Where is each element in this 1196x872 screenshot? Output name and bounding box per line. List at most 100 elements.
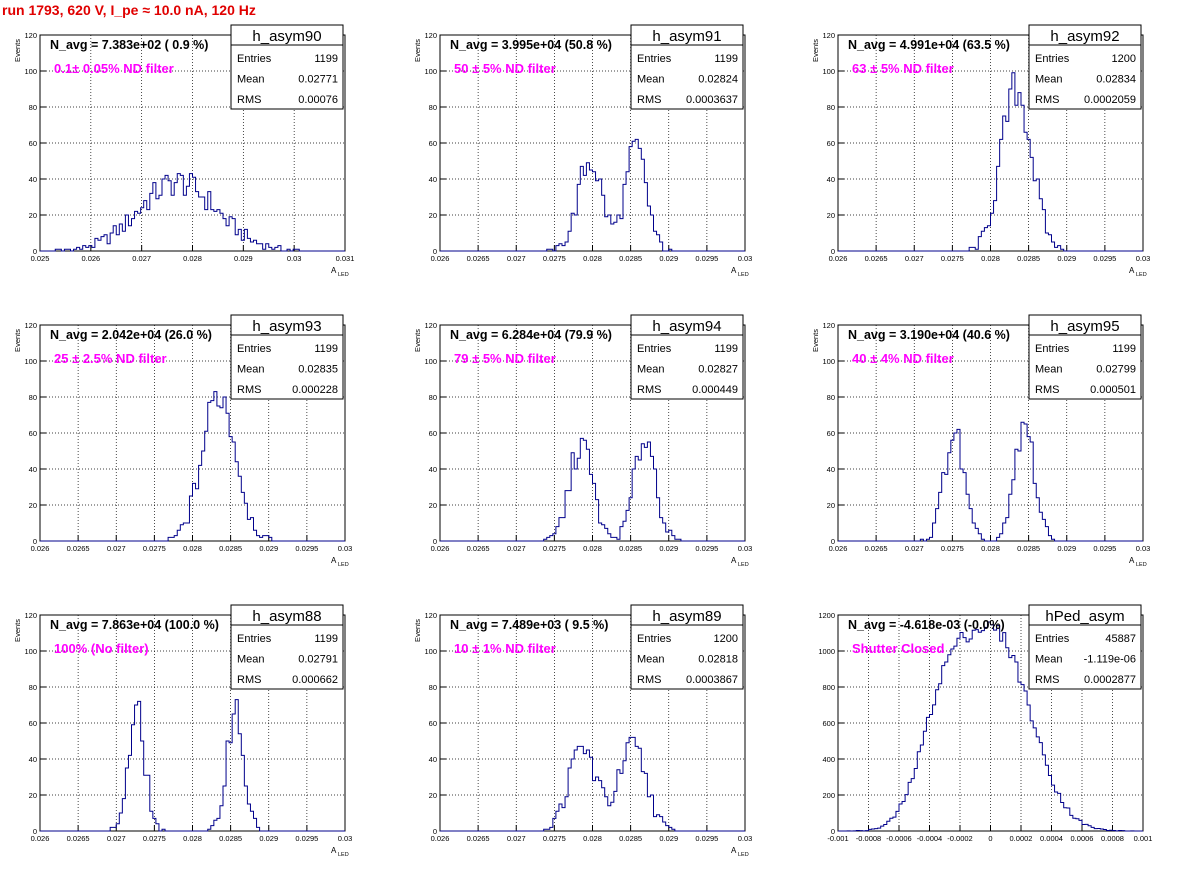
filter-annotation: 40 ± 4% ND filter xyxy=(852,351,954,366)
y-tick-label: 100 xyxy=(24,647,37,656)
filter-annotation: 0.1± 0.05% ND filter xyxy=(54,61,174,76)
x-tick-label: -0.0002 xyxy=(947,834,972,843)
y-axis-title: Events xyxy=(413,39,422,62)
stats-key-rms: RMS xyxy=(637,384,661,396)
x-axis-title: A xyxy=(731,266,737,275)
stats-value-mean: 0.02818 xyxy=(698,654,738,666)
x-tick-label: 0.028 xyxy=(583,834,602,843)
navg-label: N_avg = 7.863e+04 (100.0 %) xyxy=(50,618,219,632)
y-tick-label: 20 xyxy=(29,501,37,510)
stats-value-rms: 0.0002877 xyxy=(1084,674,1136,686)
y-tick-label: 120 xyxy=(424,321,437,330)
run-title: run 1793, 620 V, I_pe ≈ 10.0 nA, 120 Hz xyxy=(2,2,256,18)
y-tick-label: 600 xyxy=(822,719,835,728)
y-tick-label: 800 xyxy=(822,683,835,692)
y-tick-label: 1000 xyxy=(818,647,835,656)
x-axis-title: A xyxy=(731,846,737,855)
y-tick-label: 60 xyxy=(429,139,437,148)
y-tick-label: 20 xyxy=(429,211,437,220)
hist-panel-h_asym95: 0.026 0.0265 0.027 0.0275 0.028 0.0285 0.029 0.… xyxy=(811,314,1150,568)
y-tick-label: 40 xyxy=(429,755,437,764)
hist-panel-h_asym92: 0.026 0.0265 0.027 0.0275 0.028 0.0285 0.029 0.… xyxy=(811,24,1151,278)
stats-key-rms: RMS xyxy=(637,674,661,686)
histogram-line xyxy=(440,437,745,542)
x-tick-label: 0.0008 xyxy=(1101,834,1124,843)
y-tick-label: 60 xyxy=(429,429,437,438)
stats-key-entries: Entries xyxy=(637,633,672,645)
y-tick-label: 80 xyxy=(29,683,37,692)
x-tick-label: 0.028 xyxy=(183,544,202,553)
x-tick-label: 0.001 xyxy=(1134,834,1153,843)
x-tick-label: 0.027 xyxy=(507,544,526,553)
stats-key-mean: Mean xyxy=(637,654,665,666)
x-tick-label: 0.0265 xyxy=(467,254,490,263)
stats-title: h_asym93 xyxy=(252,318,321,335)
y-tick-label: 200 xyxy=(822,791,835,800)
stats-box xyxy=(1028,604,1142,690)
y-tick-label: 40 xyxy=(29,465,37,474)
stats-key-rms: RMS xyxy=(237,674,261,686)
x-tick-label: 0.027 xyxy=(107,834,126,843)
y-tick-label: 100 xyxy=(24,67,37,76)
y-tick-label: 20 xyxy=(827,211,835,220)
y-tick-label: 0 xyxy=(33,247,37,256)
y-tick-label: 100 xyxy=(424,357,437,366)
stats-title: h_asym95 xyxy=(1050,318,1119,335)
x-tick-label: 0.0295 xyxy=(295,834,318,843)
stats-value-rms: 0.000662 xyxy=(292,674,338,686)
x-tick-label: 0.0285 xyxy=(1017,544,1040,553)
stats-value-mean: 0.02834 xyxy=(1096,74,1136,86)
stats-value-mean: 0.02824 xyxy=(698,74,738,86)
y-tick-label: 100 xyxy=(822,67,835,76)
navg-label: N_avg = 7.383e+02 ( 0.9 %) xyxy=(50,38,208,52)
x-tick-label: 0.027 xyxy=(905,544,924,553)
y-axis-title: Events xyxy=(811,39,820,62)
histogram-line xyxy=(838,421,1143,542)
y-tick-label: 100 xyxy=(24,357,37,366)
stats-key-entries: Entries xyxy=(637,53,672,65)
x-tick-label: 0.027 xyxy=(905,254,924,263)
x-tick-label: 0.03 xyxy=(338,834,353,843)
y-axis-title: Events xyxy=(413,619,422,642)
x-tick-label: 0.0004 xyxy=(1040,834,1063,843)
stats-box xyxy=(230,24,344,110)
y-tick-label: 80 xyxy=(429,103,437,112)
x-tick-label: 0.031 xyxy=(336,254,355,263)
x-tick-label: 0.026 xyxy=(31,834,50,843)
stats-key-rms: RMS xyxy=(237,94,261,106)
y-tick-label: 0 xyxy=(831,537,835,546)
y-tick-label: 0 xyxy=(831,247,835,256)
x-tick-label: 0.0002 xyxy=(1010,834,1033,843)
x-tick-label: 0.03 xyxy=(738,254,753,263)
x-tick-label: 0.0295 xyxy=(1093,254,1116,263)
stats-value-entries: 1199 xyxy=(714,343,738,355)
stats-value-rms: 0.0003637 xyxy=(686,94,738,106)
x-tick-label: 0.0275 xyxy=(143,544,166,553)
stats-key-mean: Mean xyxy=(237,654,265,666)
x-tick-label: 0.029 xyxy=(1057,254,1076,263)
histogram-line xyxy=(440,138,745,252)
x-tick-label: 0 xyxy=(988,834,992,843)
stats-value-rms: 0.000501 xyxy=(1090,384,1136,396)
x-tick-label: 0.029 xyxy=(659,254,678,263)
x-tick-label: 0.026 xyxy=(829,254,848,263)
x-tick-label: 0.03 xyxy=(1136,254,1151,263)
stats-box xyxy=(630,604,744,690)
stats-value-mean: 0.02835 xyxy=(298,364,338,376)
x-tick-label: 0.027 xyxy=(507,254,526,263)
y-tick-label: 80 xyxy=(827,393,835,402)
stats-value-entries: 45887 xyxy=(1105,633,1136,645)
hist-panel-h_asym89: 0.026 0.0265 0.027 0.0275 0.028 0.0285 0.029 0.… xyxy=(413,604,752,858)
filter-annotation: Shutter Closed xyxy=(852,641,945,656)
stats-key-rms: RMS xyxy=(1035,674,1059,686)
stats-title: h_asym88 xyxy=(252,608,321,625)
x-tick-label: 0.026 xyxy=(431,544,450,553)
histogram-line xyxy=(838,621,1143,832)
x-tick-label: 0.0295 xyxy=(695,544,718,553)
y-tick-label: 80 xyxy=(429,683,437,692)
x-tick-label: -0.001 xyxy=(827,834,848,843)
y-tick-label: 80 xyxy=(29,393,37,402)
stats-box xyxy=(230,314,344,400)
navg-label: N_avg = 3.995e+04 (50.8 %) xyxy=(450,38,612,52)
navg-label: N_avg = 7.489e+03 ( 9.5 %) xyxy=(450,618,608,632)
